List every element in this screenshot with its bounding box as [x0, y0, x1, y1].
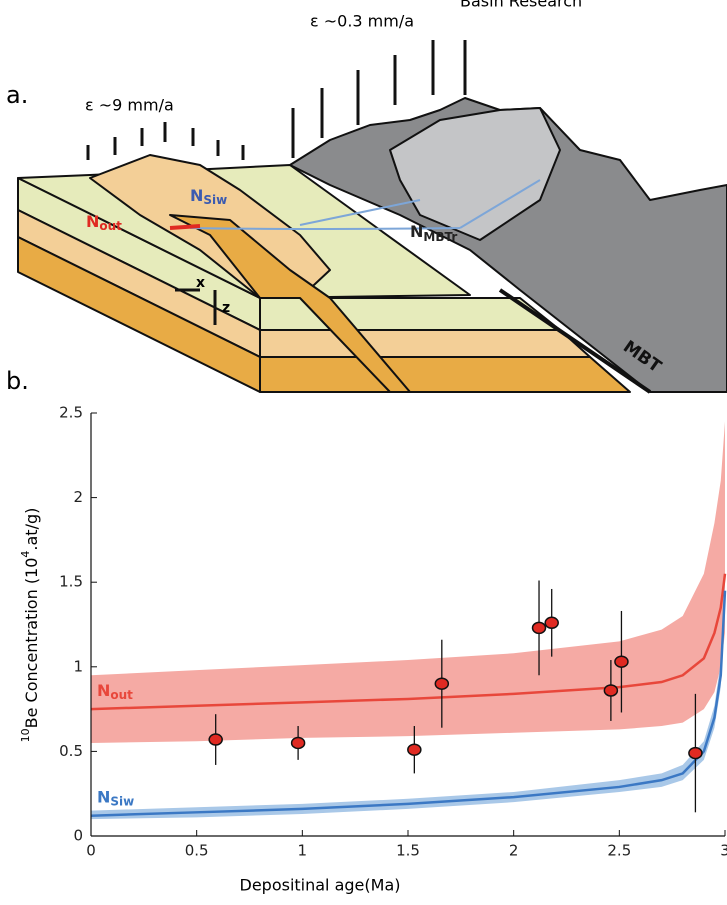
panel-label: b.: [6, 367, 29, 395]
figure: Basin Research ε ~0.3 mm/a a. ε ~9 mm/a …: [0, 0, 727, 901]
x-tick-label: 2.5: [607, 842, 631, 860]
data-point: [408, 744, 421, 755]
n-sub: Siw: [203, 193, 227, 207]
data-point: [533, 622, 546, 633]
data-point: [292, 737, 305, 748]
series-label-sub: out: [110, 688, 133, 702]
n-sub: MBTr: [423, 230, 457, 244]
x-tick-label: 2: [509, 842, 519, 860]
series-label: NSiw: [97, 787, 134, 808]
x-tick-label: 0.5: [185, 842, 209, 860]
data-point: [689, 748, 702, 759]
x-tick-label: 1.5: [396, 842, 420, 860]
y-tick-label: 1: [73, 657, 83, 675]
panel-label: a.: [6, 81, 28, 109]
y-axis-label: 10Be Concentration (104.at/g): [19, 508, 41, 743]
n-main: N: [190, 186, 203, 205]
uncertainty-band: [91, 421, 725, 742]
series-label-main: N: [97, 787, 110, 806]
axis-x-label: x: [196, 275, 205, 291]
block-diagram: [18, 40, 727, 392]
x-tick-label: 3: [720, 842, 727, 860]
ylabel-text: Be Concentration (10: [22, 558, 41, 729]
series-label-main: N: [97, 681, 110, 700]
y-tick-label: 0: [73, 827, 83, 845]
n-main: N: [86, 212, 99, 231]
front-layer-3: [260, 357, 630, 392]
rate-hinterland: ε ~0.3 mm/a: [310, 12, 414, 31]
data-point: [615, 656, 628, 667]
n-sub: out: [99, 219, 122, 233]
data-point: [209, 734, 222, 745]
y-tick-label: 1.5: [59, 573, 83, 591]
journal: Basin Research: [460, 0, 582, 11]
data-point: [545, 617, 558, 628]
x-axis-label: Depositinal age(Ma): [240, 876, 401, 895]
ylabel-iso: 10: [19, 728, 32, 742]
front-layer-2: [260, 330, 590, 357]
ylabel-unit: .at/g): [22, 508, 41, 551]
outlet-arrow: [170, 226, 200, 228]
y-tick-label: 2.5: [59, 404, 83, 422]
ylabel-exp: 4: [19, 551, 32, 558]
x-tick-label: 0: [86, 842, 96, 860]
data-point: [435, 678, 448, 689]
x-tick-label: 1: [298, 842, 308, 860]
data-point: [604, 685, 617, 696]
axis-z-label: z: [222, 300, 230, 316]
y-tick-label: 2: [73, 488, 83, 506]
n-main: N: [410, 222, 423, 241]
y-tick-label: 0.5: [59, 742, 83, 760]
series-label-sub: Siw: [110, 794, 134, 808]
page: {"diagram":{"journal":"Basin Research","…: [0, 0, 727, 901]
rate-siwalik: ε ~9 mm/a: [85, 96, 174, 115]
